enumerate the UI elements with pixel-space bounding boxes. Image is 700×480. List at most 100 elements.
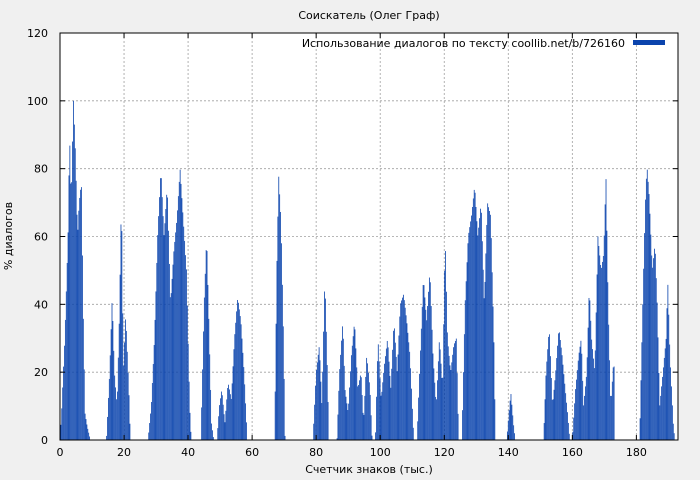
- bar: [109, 355, 111, 440]
- bar: [151, 402, 152, 440]
- bar: [514, 433, 515, 440]
- bar: [433, 368, 435, 440]
- bar: [575, 389, 576, 440]
- bar: [558, 333, 559, 440]
- bar: [69, 145, 71, 440]
- bar: [277, 216, 279, 440]
- bar: [63, 366, 64, 440]
- bar: [402, 297, 403, 440]
- x-tick-label: 20: [117, 446, 131, 459]
- bar: [156, 262, 158, 440]
- bar: [86, 424, 88, 440]
- x-axis: 0 20 40 60 80 100 120 140 160 180: [57, 33, 647, 459]
- bar: [340, 354, 342, 440]
- bar: [72, 141, 73, 441]
- bar: [316, 369, 317, 440]
- bar: [369, 394, 371, 440]
- bar: [664, 348, 666, 440]
- bar: [457, 413, 459, 440]
- bar: [168, 230, 169, 440]
- bar: [574, 403, 576, 440]
- bar: [366, 357, 368, 440]
- bar: [168, 263, 170, 440]
- bar: [154, 319, 156, 440]
- bar: [380, 395, 382, 440]
- bar: [394, 328, 395, 440]
- bar: [112, 321, 114, 440]
- bar: [599, 255, 601, 440]
- bar: [442, 377, 444, 440]
- bar: [87, 428, 89, 440]
- bar: [220, 398, 221, 440]
- bar: [588, 297, 590, 440]
- bar: [557, 345, 559, 440]
- bar: [184, 240, 186, 440]
- bar: [371, 435, 373, 440]
- bar: [462, 410, 463, 440]
- bar: [476, 221, 478, 440]
- bar: [650, 234, 652, 440]
- bar: [464, 300, 466, 440]
- bar: [511, 404, 513, 440]
- bar: [211, 423, 212, 440]
- bar: [646, 169, 648, 440]
- bar: [206, 251, 208, 440]
- bar: [508, 410, 510, 440]
- bar: [394, 342, 396, 440]
- bar: [238, 309, 240, 440]
- bar: [673, 433, 675, 440]
- bar: [545, 375, 547, 440]
- bar: [488, 207, 489, 440]
- bar: [662, 376, 663, 440]
- bar: [158, 216, 160, 440]
- bar: [108, 397, 109, 440]
- bar: [559, 340, 561, 440]
- y-axis-label: % диалогов: [2, 202, 15, 270]
- bar: [451, 362, 453, 440]
- bar: [231, 383, 233, 440]
- bar: [491, 272, 493, 440]
- bar: [318, 347, 320, 440]
- bar: [350, 355, 352, 440]
- bar: [449, 365, 451, 440]
- bar: [565, 393, 567, 440]
- bar: [356, 367, 358, 440]
- bar: [576, 379, 577, 440]
- bar: [480, 212, 482, 440]
- bar: [411, 388, 412, 440]
- bar: [643, 268, 645, 440]
- bar: [324, 298, 326, 440]
- bar: [445, 251, 446, 440]
- bar: [667, 284, 669, 440]
- x-tick-label: 60: [245, 446, 259, 459]
- bar: [489, 214, 491, 440]
- bar: [207, 284, 209, 440]
- bar: [546, 361, 548, 440]
- bar: [220, 391, 222, 440]
- bar: [432, 353, 434, 440]
- bar: [313, 423, 315, 440]
- bar: [122, 313, 124, 440]
- bar: [344, 390, 346, 440]
- bar: [78, 210, 80, 440]
- bar: [363, 414, 365, 440]
- bar: [368, 382, 370, 440]
- bar: [167, 197, 168, 440]
- bar: [587, 327, 589, 440]
- bar: [512, 415, 514, 440]
- bar: [606, 230, 608, 440]
- bar: [490, 238, 492, 440]
- bar: [470, 221, 472, 440]
- bar: [321, 403, 323, 440]
- grid: [60, 33, 678, 440]
- bar: [125, 330, 127, 440]
- bar: [410, 368, 411, 440]
- bar: [189, 412, 191, 440]
- bar: [178, 181, 180, 440]
- bar: [567, 412, 568, 440]
- bar: [649, 213, 651, 440]
- bar: [279, 194, 281, 440]
- bar: [111, 303, 113, 440]
- bar: [323, 331, 324, 440]
- bar: [73, 100, 74, 440]
